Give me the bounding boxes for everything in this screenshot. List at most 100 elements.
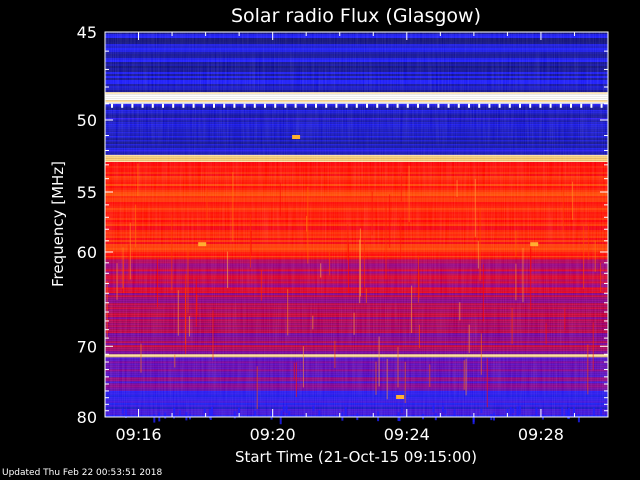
- spectrogram-streak: [250, 230, 252, 256]
- spectrogram-speckle: [233, 411, 236, 419]
- spectrogram-speckle: [279, 414, 282, 425]
- spectrogram-streak: [185, 322, 187, 354]
- spectrogram-streak: [302, 346, 304, 388]
- spectrogram-tick-marker: [182, 103, 185, 108]
- spectrogram-tick-marker: [570, 103, 572, 108]
- y-axis-label: Frequency [MHz]: [49, 161, 67, 287]
- spectrogram-speckle: [318, 410, 321, 418]
- spectrogram-features: [106, 103, 603, 425]
- spectrogram-streak: [459, 302, 461, 321]
- x-axis-label: Start Time (21-Oct-15 09:15:00): [235, 448, 477, 466]
- spectrogram-streak: [287, 289, 289, 336]
- chart-title: Solar radio Flux (Glasgow): [231, 5, 481, 27]
- spectrogram-tick-marker: [243, 103, 246, 108]
- spectrogram-tick-marker: [111, 103, 113, 108]
- spectrogram-streak: [135, 204, 137, 248]
- spectrogram-streak: [195, 277, 197, 327]
- spectrogram-speckle: [600, 407, 603, 415]
- spectrogram-streak: [417, 255, 419, 303]
- spectrogram-streak: [385, 205, 387, 280]
- y-tick-label: 70: [77, 337, 97, 356]
- spectrogram-streak: [515, 263, 517, 301]
- spectrogram-tick-marker: [396, 103, 399, 108]
- spectrogram-speckle: [285, 405, 288, 414]
- spectrogram-tick-marker: [519, 103, 521, 108]
- spectrogram-tick-marker: [559, 103, 562, 108]
- spectrogram-streak: [312, 315, 314, 330]
- spectrogram-speckle: [178, 410, 181, 416]
- spectrogram-tick-marker: [539, 103, 542, 108]
- spectrogram-streak: [386, 358, 388, 400]
- spectrogram-streak: [129, 222, 131, 280]
- spectrogram-streak: [587, 344, 589, 395]
- spectrogram-streak: [196, 294, 198, 316]
- spectrogram-streak: [419, 324, 420, 349]
- spectrogram-tick-marker: [406, 103, 409, 108]
- y-tick-label: 60: [77, 243, 97, 262]
- spectrogram-speckle: [577, 413, 580, 423]
- spectrogram-streak: [468, 324, 470, 354]
- x-tick-label: 09:28: [518, 425, 564, 444]
- spectrogram-speckle: [512, 408, 515, 414]
- spectrogram-streak: [545, 323, 547, 345]
- spectrogram-tick-marker: [202, 103, 205, 108]
- spectrogram-streak: [515, 230, 517, 257]
- spectrogram-tick-marker: [478, 103, 481, 108]
- spectrogram-speckle: [509, 407, 512, 415]
- spectrogram-spot: [396, 395, 405, 399]
- spectrogram-speckle: [270, 411, 273, 420]
- spectrogram-tick-marker: [468, 103, 470, 108]
- spectrogram-streak: [279, 182, 281, 216]
- spectrogram-streak: [329, 251, 331, 276]
- spectrogram-tick-marker: [141, 103, 144, 108]
- spectrogram-speckle: [567, 410, 570, 419]
- spectrogram-speckle: [312, 406, 315, 412]
- texture-overlay: [105, 32, 608, 417]
- spectrogram-tick-marker: [335, 103, 338, 108]
- spectrogram-tick-marker: [386, 103, 389, 108]
- spectrogram-speckle: [565, 409, 568, 417]
- spectrogram-streak: [600, 262, 602, 293]
- spectrogram-streak: [572, 181, 573, 220]
- spectrogram-streak: [295, 362, 297, 398]
- spectrogram-streak: [389, 194, 391, 248]
- spectrogram-streak: [157, 259, 158, 308]
- spectrogram-speckle: [572, 407, 575, 415]
- spectrogram-streak: [594, 240, 596, 272]
- spectrogram-streak: [592, 322, 594, 371]
- spectrogram-tick-marker: [121, 103, 124, 108]
- spectrogram-tick-marker: [355, 103, 358, 108]
- spectrogram-tick-marker: [304, 103, 307, 108]
- spectrogram-streak: [583, 226, 585, 289]
- spectrogram-speckle: [535, 407, 538, 417]
- spectrogram-streak: [307, 186, 309, 264]
- updated-timestamp: Updated Thu Feb 22 00:53:51 2018: [2, 468, 163, 478]
- spectrogram-tick-marker: [223, 103, 226, 108]
- y-tick-label: 80: [77, 408, 97, 427]
- spectrogram-streak: [293, 363, 295, 380]
- plot-frame: [104, 31, 609, 418]
- spectrogram-streak: [463, 360, 465, 390]
- spectrogram-streak: [588, 223, 590, 260]
- spectrogram-speckle: [377, 411, 380, 422]
- spectrogram-streak: [465, 358, 467, 396]
- spectrogram-streak: [400, 172, 402, 202]
- spectrogram-speckle: [254, 410, 257, 416]
- spectrogram-tick-marker: [457, 103, 460, 108]
- spectrogram-tick-marker: [508, 103, 511, 108]
- spectrogram-tick-marker: [151, 103, 154, 108]
- spectrogram-tick-marker: [529, 103, 532, 108]
- spectrogram-streak: [408, 165, 410, 222]
- spectrogram-streak: [177, 290, 179, 336]
- spectrogram-tick-marker: [233, 103, 236, 108]
- spectrogram-speckle: [441, 406, 444, 413]
- spectrogram-speckle: [398, 415, 401, 422]
- spectrogram-tick-marker: [498, 103, 501, 108]
- spectrogram-spot: [530, 242, 539, 247]
- spectrogram-streak: [530, 248, 532, 311]
- spectrogram-streak: [249, 214, 251, 268]
- spectrogram-streak: [378, 336, 380, 387]
- spectrogram-speckle: [211, 406, 213, 416]
- spectrogram-tick-marker: [366, 103, 368, 108]
- spectrogram-tick-marker: [590, 103, 593, 108]
